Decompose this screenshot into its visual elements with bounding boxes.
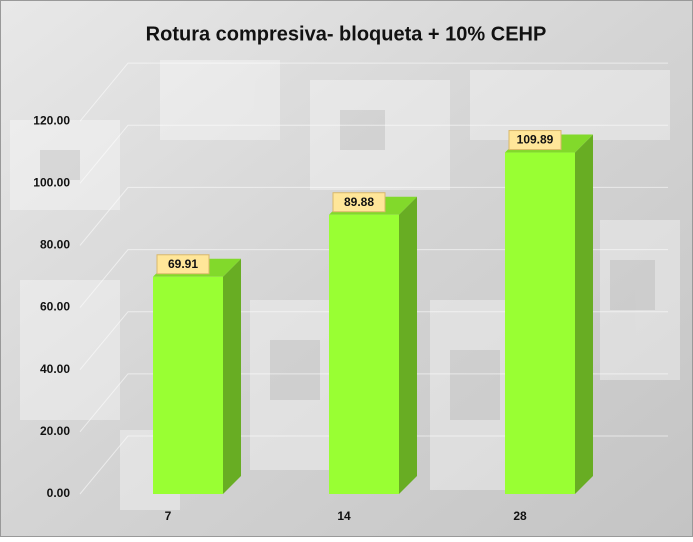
y-tick-label: 60.00 xyxy=(40,300,70,314)
bar-side xyxy=(575,135,593,494)
chart-title: Rotura compresiva- bloqueta + 10% CEHP xyxy=(146,23,547,45)
bar xyxy=(153,277,223,494)
bar-side xyxy=(223,259,241,494)
x-tick-label: 14 xyxy=(337,509,351,523)
y-tick-label: 0.00 xyxy=(47,486,71,500)
x-tick-label: 7 xyxy=(165,509,172,523)
y-tick-label: 100.00 xyxy=(33,175,70,189)
x-tick-label: 28 xyxy=(513,509,527,523)
y-tick-label: 20.00 xyxy=(40,424,70,438)
value-label: 89.88 xyxy=(344,195,374,209)
value-label: 109.89 xyxy=(517,133,554,147)
y-tick-label: 80.00 xyxy=(40,238,70,252)
y-tick-label: 120.00 xyxy=(33,113,70,127)
bar-side xyxy=(399,197,417,494)
bar xyxy=(329,215,399,494)
value-label: 69.91 xyxy=(168,257,198,271)
y-tick-label: 40.00 xyxy=(40,362,70,376)
bar xyxy=(505,153,575,494)
chart: Rotura compresiva- bloqueta + 10% CEHP 0… xyxy=(0,0,693,537)
